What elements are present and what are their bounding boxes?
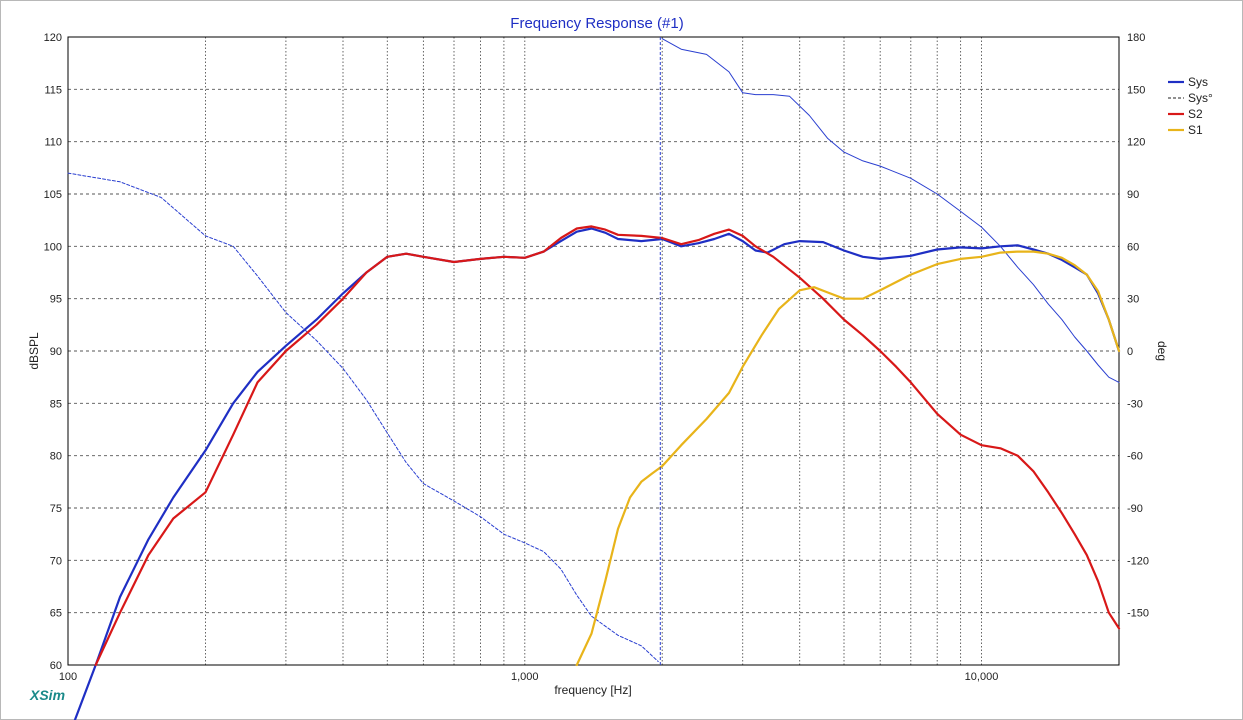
series-line-s1 [575,250,1121,667]
chart-title: Frequency Response (#1) [510,15,683,32]
y-tick-label: 80 [50,451,62,463]
y-tick-label: 75 [50,503,62,515]
series-line-sys [73,227,1121,720]
y2-tick-label: 30 [1127,294,1139,306]
x-tick-label: 10,000 [965,671,999,683]
y-axis-label: dBSPL [27,332,41,370]
grid [68,37,1119,665]
y-tick-label: 110 [44,137,62,149]
y2-tick-label: 120 [1127,137,1145,149]
xsim-logo: XSim [29,687,65,703]
y2-tick-label: 90 [1127,189,1139,201]
y-tick-label: 115 [44,84,62,96]
series-line-sys-phase [67,172,659,662]
y-tick-label: 120 [44,32,62,44]
y2-tick-label: 60 [1127,241,1139,253]
y2-tick-label: 0 [1127,346,1133,358]
y2-axis-label: deg [1155,341,1169,361]
y2-tick-label: -150 [1127,608,1149,620]
series-layer [67,37,1121,720]
legend-label: S2 [1188,107,1203,121]
legend: Sys Sys° S2 S1 [1168,75,1213,137]
y2-tick-label: -90 [1127,503,1143,515]
y-tick-label: 100 [44,241,62,253]
y2-tick-label: -60 [1127,451,1143,463]
series-line-s2 [94,225,1121,667]
y2-tick-label: -120 [1127,555,1149,567]
series-line-sys-phase [661,38,1120,383]
x-tick-label: 1,000 [511,671,539,683]
y-tick-label: 105 [44,189,62,201]
legend-label: S1 [1188,123,1203,137]
y-tick-label: 85 [50,398,62,410]
y-tick-label: 60 [50,660,62,672]
y-tick-label: 90 [50,346,62,358]
x-axis-label: frequency [Hz] [554,683,631,697]
y2-tick-label: 150 [1127,84,1145,96]
legend-label: Sys [1188,75,1208,89]
y2-tick-label: -30 [1127,398,1143,410]
x-tick-label: 100 [59,671,77,683]
legend-label: Sys° [1188,91,1213,105]
tick-labels: 60 65 70 75 80 85 90 95 100 105 110 115 120 -150 -120 -… [44,32,1149,683]
y-tick-label: 65 [50,608,62,620]
y-tick-label: 70 [50,555,62,567]
y2-tick-label: 180 [1127,32,1145,44]
y-tick-label: 95 [50,294,62,306]
